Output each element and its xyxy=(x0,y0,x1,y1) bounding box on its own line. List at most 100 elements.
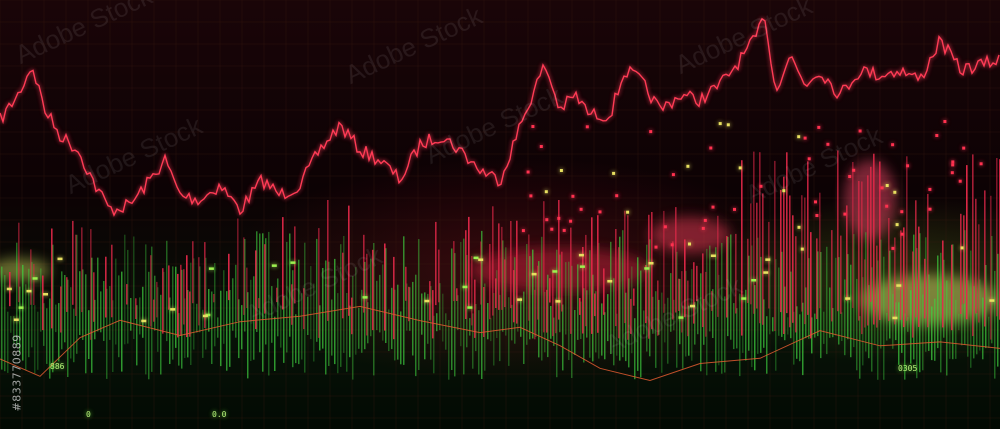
red-bar xyxy=(675,207,677,313)
dot xyxy=(579,265,585,268)
green-bar xyxy=(490,317,492,342)
red-bar xyxy=(846,205,848,301)
dot xyxy=(935,134,939,137)
red-bar xyxy=(468,216,470,308)
green-bar xyxy=(970,250,972,368)
dot xyxy=(663,225,667,229)
red-bar xyxy=(900,230,902,320)
green-bar xyxy=(799,314,801,362)
green-bar xyxy=(406,283,408,331)
green-bar xyxy=(754,285,756,371)
green-bar xyxy=(466,255,468,348)
green-bar xyxy=(607,294,609,342)
dot xyxy=(26,289,32,293)
dot xyxy=(271,264,277,267)
green-bar xyxy=(853,234,855,348)
green-bar xyxy=(166,240,168,342)
orange-trend-line xyxy=(0,305,1000,382)
dot xyxy=(733,207,736,211)
red-bar xyxy=(879,161,881,320)
green-bar xyxy=(724,296,726,373)
green-bar xyxy=(145,244,147,375)
green-bar xyxy=(880,239,882,349)
green-bar xyxy=(790,271,792,339)
green-bar xyxy=(517,299,519,332)
green-bar xyxy=(391,287,393,350)
green-bar xyxy=(256,231,258,332)
green-bar xyxy=(934,298,936,361)
green-bar xyxy=(49,298,51,379)
green-bar xyxy=(229,290,231,367)
green-bar xyxy=(40,268,42,332)
dot xyxy=(951,163,955,167)
green-bar xyxy=(946,280,948,376)
red-bar xyxy=(294,226,296,304)
red-bar xyxy=(978,224,980,323)
dot xyxy=(290,261,296,264)
green-bar xyxy=(598,243,600,359)
green-bar xyxy=(586,290,588,338)
dot xyxy=(557,216,561,220)
red-bar xyxy=(795,236,797,333)
dot xyxy=(671,173,675,177)
green-bar xyxy=(511,304,513,341)
red-bar xyxy=(177,273,179,338)
green-bar xyxy=(199,266,201,333)
green-bar xyxy=(667,297,669,364)
red-bar xyxy=(162,268,164,334)
red-bar xyxy=(681,271,683,333)
dot xyxy=(928,187,932,191)
dot xyxy=(893,190,897,194)
green-bar xyxy=(826,246,828,355)
green-bar xyxy=(718,274,720,366)
dot xyxy=(900,210,904,214)
green-bar xyxy=(463,238,465,375)
dot xyxy=(544,190,548,194)
red-bar xyxy=(264,244,266,314)
green-bar xyxy=(52,244,54,373)
red-bar xyxy=(903,227,905,328)
dot xyxy=(800,247,804,251)
green-bar xyxy=(706,248,708,376)
green-bar xyxy=(397,284,399,360)
green-bar xyxy=(856,278,858,371)
green-bar xyxy=(535,273,537,337)
dot xyxy=(891,143,895,147)
green-bar xyxy=(253,276,255,360)
red-bar xyxy=(393,256,395,340)
green-bar xyxy=(331,299,333,356)
green-bar xyxy=(295,314,297,364)
green-bar xyxy=(892,294,894,349)
red-bar xyxy=(258,298,260,309)
green-bar xyxy=(544,292,546,353)
green-bar xyxy=(574,310,576,355)
green-bar xyxy=(223,270,225,344)
red-bar xyxy=(291,284,293,325)
dot xyxy=(711,205,715,209)
red-bar xyxy=(135,298,137,319)
green-bar xyxy=(514,257,516,344)
red-bar xyxy=(630,298,632,334)
green-bar xyxy=(58,303,60,362)
dot xyxy=(979,162,983,166)
green-bar xyxy=(274,316,276,371)
green-bar xyxy=(460,242,462,347)
green-bar xyxy=(478,310,480,375)
dot xyxy=(928,207,932,211)
green-bar xyxy=(442,293,444,342)
dot xyxy=(571,194,575,198)
dot xyxy=(962,146,966,150)
dot xyxy=(648,262,654,265)
dot xyxy=(424,299,430,303)
green-bar xyxy=(682,305,684,369)
green-bar xyxy=(469,318,471,336)
dot xyxy=(738,166,742,170)
red-bar xyxy=(915,200,917,318)
green-bar xyxy=(967,280,969,357)
red-bar xyxy=(33,264,35,305)
red-bar xyxy=(510,221,512,309)
dot xyxy=(880,186,884,190)
red-bar xyxy=(75,234,77,316)
green-bar xyxy=(448,320,450,380)
green-bar xyxy=(694,302,696,345)
